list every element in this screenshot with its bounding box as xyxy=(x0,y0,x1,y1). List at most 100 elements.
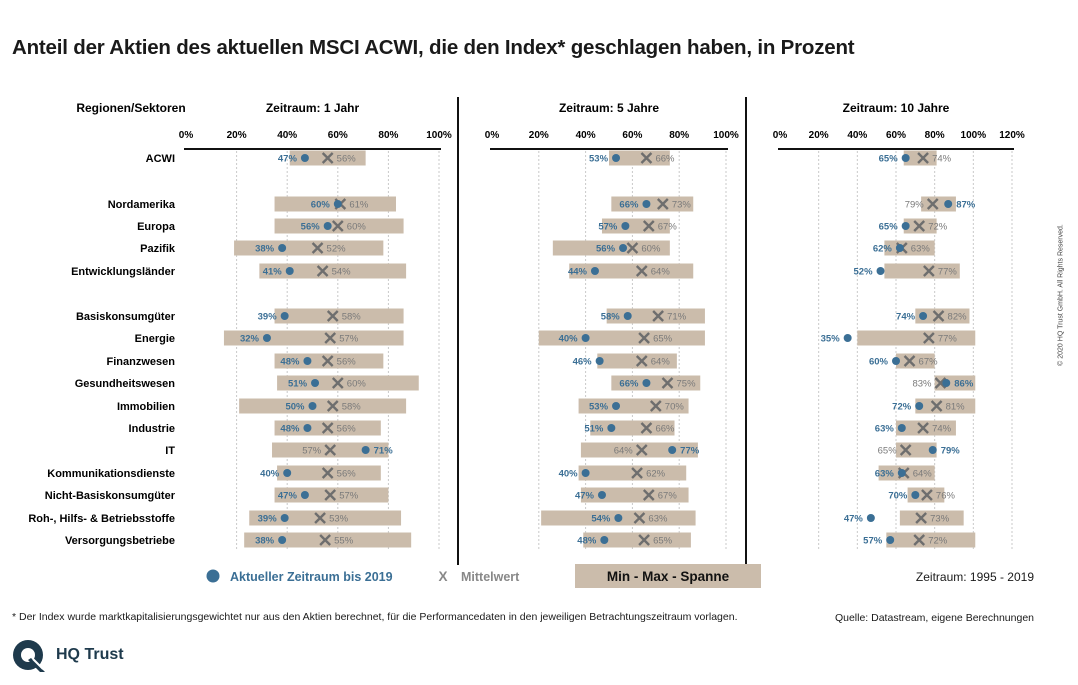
current-dot xyxy=(866,514,875,522)
current-label: 41% xyxy=(263,267,283,278)
current-dot xyxy=(283,469,292,477)
range-bar xyxy=(538,330,705,346)
tick-label: 80% xyxy=(669,130,689,141)
range-bar xyxy=(915,308,970,324)
current-label: 38% xyxy=(255,244,275,255)
legend-range-label: Min - Max - Spanne xyxy=(607,569,730,584)
mean-marker xyxy=(331,377,344,389)
current-label: 66% xyxy=(619,200,639,211)
mean-marker xyxy=(321,355,334,367)
mean-marker xyxy=(913,220,926,232)
current-dot xyxy=(303,424,312,432)
mean-marker xyxy=(661,377,674,389)
current-label: 56% xyxy=(596,244,616,255)
current-dot xyxy=(897,424,906,432)
mean-marker xyxy=(638,332,650,344)
mean-label: 67% xyxy=(658,491,678,502)
mean-marker xyxy=(321,422,334,434)
footnote: * Der Index wurde marktkapitalisierungsg… xyxy=(12,611,738,623)
current-dot xyxy=(843,334,852,342)
legend-current-label: Aktueller Zeitraum bis 2019 xyxy=(230,570,393,584)
range-bar xyxy=(277,375,419,391)
current-label: 38% xyxy=(255,536,275,547)
mean-label: 60% xyxy=(347,379,367,390)
category-label: Pazifik xyxy=(140,243,176,255)
tick-label: 120% xyxy=(999,130,1025,141)
range-bar xyxy=(274,308,404,324)
range-bar xyxy=(249,510,402,526)
current-dot xyxy=(901,154,910,162)
hq-trust-logo-icon xyxy=(13,640,45,672)
tick-label: 100% xyxy=(426,130,452,141)
tick-label: 60% xyxy=(328,130,348,141)
legend-range-swatch xyxy=(575,564,761,588)
category-label: Europa xyxy=(137,221,176,233)
mean-label: 56% xyxy=(337,357,357,368)
range-bar xyxy=(878,465,935,481)
mean-marker xyxy=(656,198,669,210)
mean-marker xyxy=(917,422,929,434)
mean-label: 63% xyxy=(911,244,931,255)
current-dot xyxy=(886,536,895,544)
mean-label: 81% xyxy=(946,402,966,413)
mean-marker xyxy=(321,152,334,164)
page-title: Anteil der Aktien des aktuellen MSCI ACW… xyxy=(12,36,855,59)
current-dot xyxy=(919,312,928,320)
range-bar xyxy=(580,487,689,503)
current-dot xyxy=(668,446,677,454)
mean-marker xyxy=(631,467,643,479)
range-dot-chart: Regionen/Sektoren ACWI Nordamerika Europa Pa… xyxy=(28,97,1025,588)
current-dot xyxy=(303,357,312,365)
range-bar xyxy=(552,240,670,256)
mean-marker xyxy=(319,534,331,546)
mean-marker xyxy=(923,332,935,344)
current-label: 65% xyxy=(879,154,899,165)
category-label: Entwicklungsländer xyxy=(71,266,176,278)
current-label: 46% xyxy=(573,357,593,368)
mean-label: 74% xyxy=(932,154,952,165)
mean-label: 72% xyxy=(928,536,948,547)
current-label: 47% xyxy=(575,491,595,502)
logo-text: HQ Trust xyxy=(56,646,124,663)
mean-label: 54% xyxy=(332,267,352,278)
current-dot xyxy=(895,244,904,252)
current-label: 53% xyxy=(589,402,609,413)
current-label: 79% xyxy=(941,446,961,457)
current-label: 63% xyxy=(875,424,895,435)
current-label: 35% xyxy=(821,334,841,345)
category-label: Gesundheitswesen xyxy=(75,378,176,390)
current-dot xyxy=(642,200,651,208)
range-bar xyxy=(609,150,670,166)
current-label: 60% xyxy=(311,200,331,211)
current-label: 50% xyxy=(285,402,305,413)
mean-marker xyxy=(652,310,664,322)
mean-marker xyxy=(626,242,639,254)
legend-current-dot xyxy=(206,569,220,583)
mean-marker xyxy=(642,489,655,501)
tick-label: 0% xyxy=(773,130,788,141)
mean-marker xyxy=(926,198,939,210)
mean-label: 66% xyxy=(655,154,675,165)
current-dot xyxy=(333,200,342,208)
category-label: Nordamerika xyxy=(108,199,176,211)
category-label: Immobilien xyxy=(117,401,175,413)
current-dot xyxy=(600,536,609,544)
mean-marker xyxy=(930,400,943,412)
mean-label: 64% xyxy=(651,267,671,278)
mean-marker xyxy=(324,332,337,344)
row-header: Regionen/Sektoren xyxy=(76,101,185,115)
current-dot xyxy=(619,244,628,252)
mean-marker xyxy=(635,355,648,367)
current-dot xyxy=(928,446,937,454)
mean-label: 71% xyxy=(667,312,687,323)
mean-label: 62% xyxy=(646,469,666,480)
tick-label: 60% xyxy=(622,130,642,141)
current-dot xyxy=(944,200,953,208)
current-dot xyxy=(300,491,309,499)
current-label: 48% xyxy=(577,536,597,547)
mean-marker xyxy=(899,444,912,456)
current-label: 56% xyxy=(301,222,321,233)
tick-label: 100% xyxy=(961,130,987,141)
mean-label: 67% xyxy=(919,357,939,368)
mean-label: 53% xyxy=(329,514,349,525)
